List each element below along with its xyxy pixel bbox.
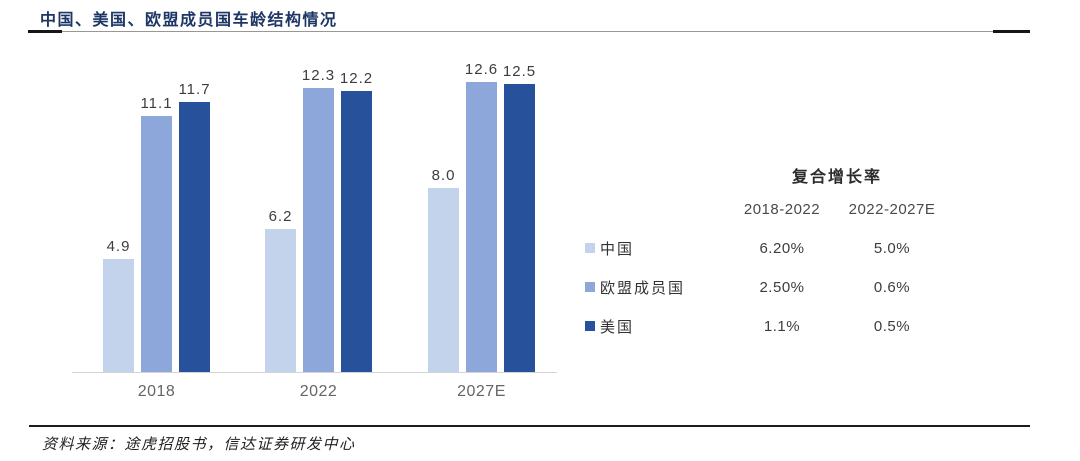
bar-chart-plot-area: 4.9 11.1 11.7 2018 6.2 12.3 12.2 2022 8.0 12.6 12.… xyxy=(72,47,557,400)
legend-swatch-china-icon xyxy=(585,243,595,253)
bar-2018-美国 xyxy=(179,102,210,372)
bar-2022-欧盟成员国 xyxy=(303,88,334,372)
cagr-table: 复合增长率 2018-2022 2022-2027E 中国 6.20% 5.0%… xyxy=(585,166,957,337)
x-tick-label-2018: 2018 xyxy=(137,383,176,400)
footer-rule xyxy=(29,425,1030,427)
x-tick-label-2027E: 2027E xyxy=(457,383,506,400)
bar-2018-欧盟成员国 xyxy=(141,116,172,372)
legend-swatch-eu-icon xyxy=(585,282,595,292)
source-note: 资料来源：途虎招股书，信达证券研发中心 xyxy=(42,437,356,453)
legend-item-eu: 欧盟成员国 xyxy=(585,277,727,298)
cagr-value-china-2022-2027e: 5.0% xyxy=(873,239,911,257)
bar-value-label-2018-欧盟成员国: 11.1 xyxy=(140,95,173,112)
bar-2022-中国 xyxy=(265,229,296,372)
bar-value-label-2027E-美国: 12.5 xyxy=(502,63,537,80)
cagr-value-eu-2022-2027e: 0.6% xyxy=(873,278,911,296)
bar-value-label-2022-美国: 12.2 xyxy=(339,70,374,87)
legend-item-china: 中国 xyxy=(585,238,727,259)
figure-title: 中国、美国、欧盟成员国车龄结构情况 xyxy=(40,12,338,29)
cagr-value-us-2018-2022: 1.1% xyxy=(763,317,801,335)
x-tick-label-2022: 2022 xyxy=(299,383,338,400)
cagr-row-us: 美国 1.1% 0.5% xyxy=(585,315,957,337)
cagr-col-header-2022-2027e: 2022-2027E xyxy=(848,200,936,218)
cagr-table-title: 复合增长率 xyxy=(791,169,882,186)
bar-value-label-2022-中国: 6.2 xyxy=(268,208,293,225)
bar-2027E-中国 xyxy=(428,188,459,372)
bar-value-label-2027E-中国: 8.0 xyxy=(431,167,456,184)
header-rule-left-cap xyxy=(28,30,62,33)
legend-label-eu: 欧盟成员国 xyxy=(600,280,686,297)
legend-label-china: 中国 xyxy=(600,241,635,258)
cagr-value-china-2018-2022: 6.20% xyxy=(759,239,805,257)
cagr-row-eu: 欧盟成员国 2.50% 0.6% xyxy=(585,276,957,298)
legend-swatch-us-icon xyxy=(585,321,595,331)
cagr-table-header-row: 2018-2022 2022-2027E xyxy=(585,198,957,220)
bar-value-label-2018-中国: 4.9 xyxy=(106,238,131,255)
bar-value-label-2022-欧盟成员国: 12.3 xyxy=(301,67,336,84)
legend-item-us: 美国 xyxy=(585,316,727,337)
bar-value-label-2018-美国: 11.7 xyxy=(178,81,211,98)
bar-2022-美国 xyxy=(341,91,372,372)
cagr-row-china: 中国 6.20% 5.0% xyxy=(585,237,957,259)
legend-label-us: 美国 xyxy=(600,319,635,336)
bar-group-2018: 4.9 11.1 11.7 2018 xyxy=(103,47,211,400)
bar-2027E-欧盟成员国 xyxy=(466,82,497,372)
header-rule-right-cap xyxy=(993,30,1030,33)
bar-group-2022: 6.2 12.3 12.2 2022 xyxy=(265,47,374,400)
bar-2018-中国 xyxy=(103,259,134,372)
bar-value-label-2027E-欧盟成员国: 12.6 xyxy=(464,61,499,78)
bar-group-2027E: 8.0 12.6 12.5 2027E xyxy=(428,47,537,400)
bar-2027E-美国 xyxy=(504,84,535,372)
header-rule xyxy=(28,30,1030,33)
x-axis-line xyxy=(72,372,557,373)
cagr-value-eu-2018-2022: 2.50% xyxy=(759,278,805,296)
cagr-col-header-2018-2022: 2018-2022 xyxy=(743,200,821,218)
cagr-value-us-2022-2027e: 0.5% xyxy=(873,317,911,335)
